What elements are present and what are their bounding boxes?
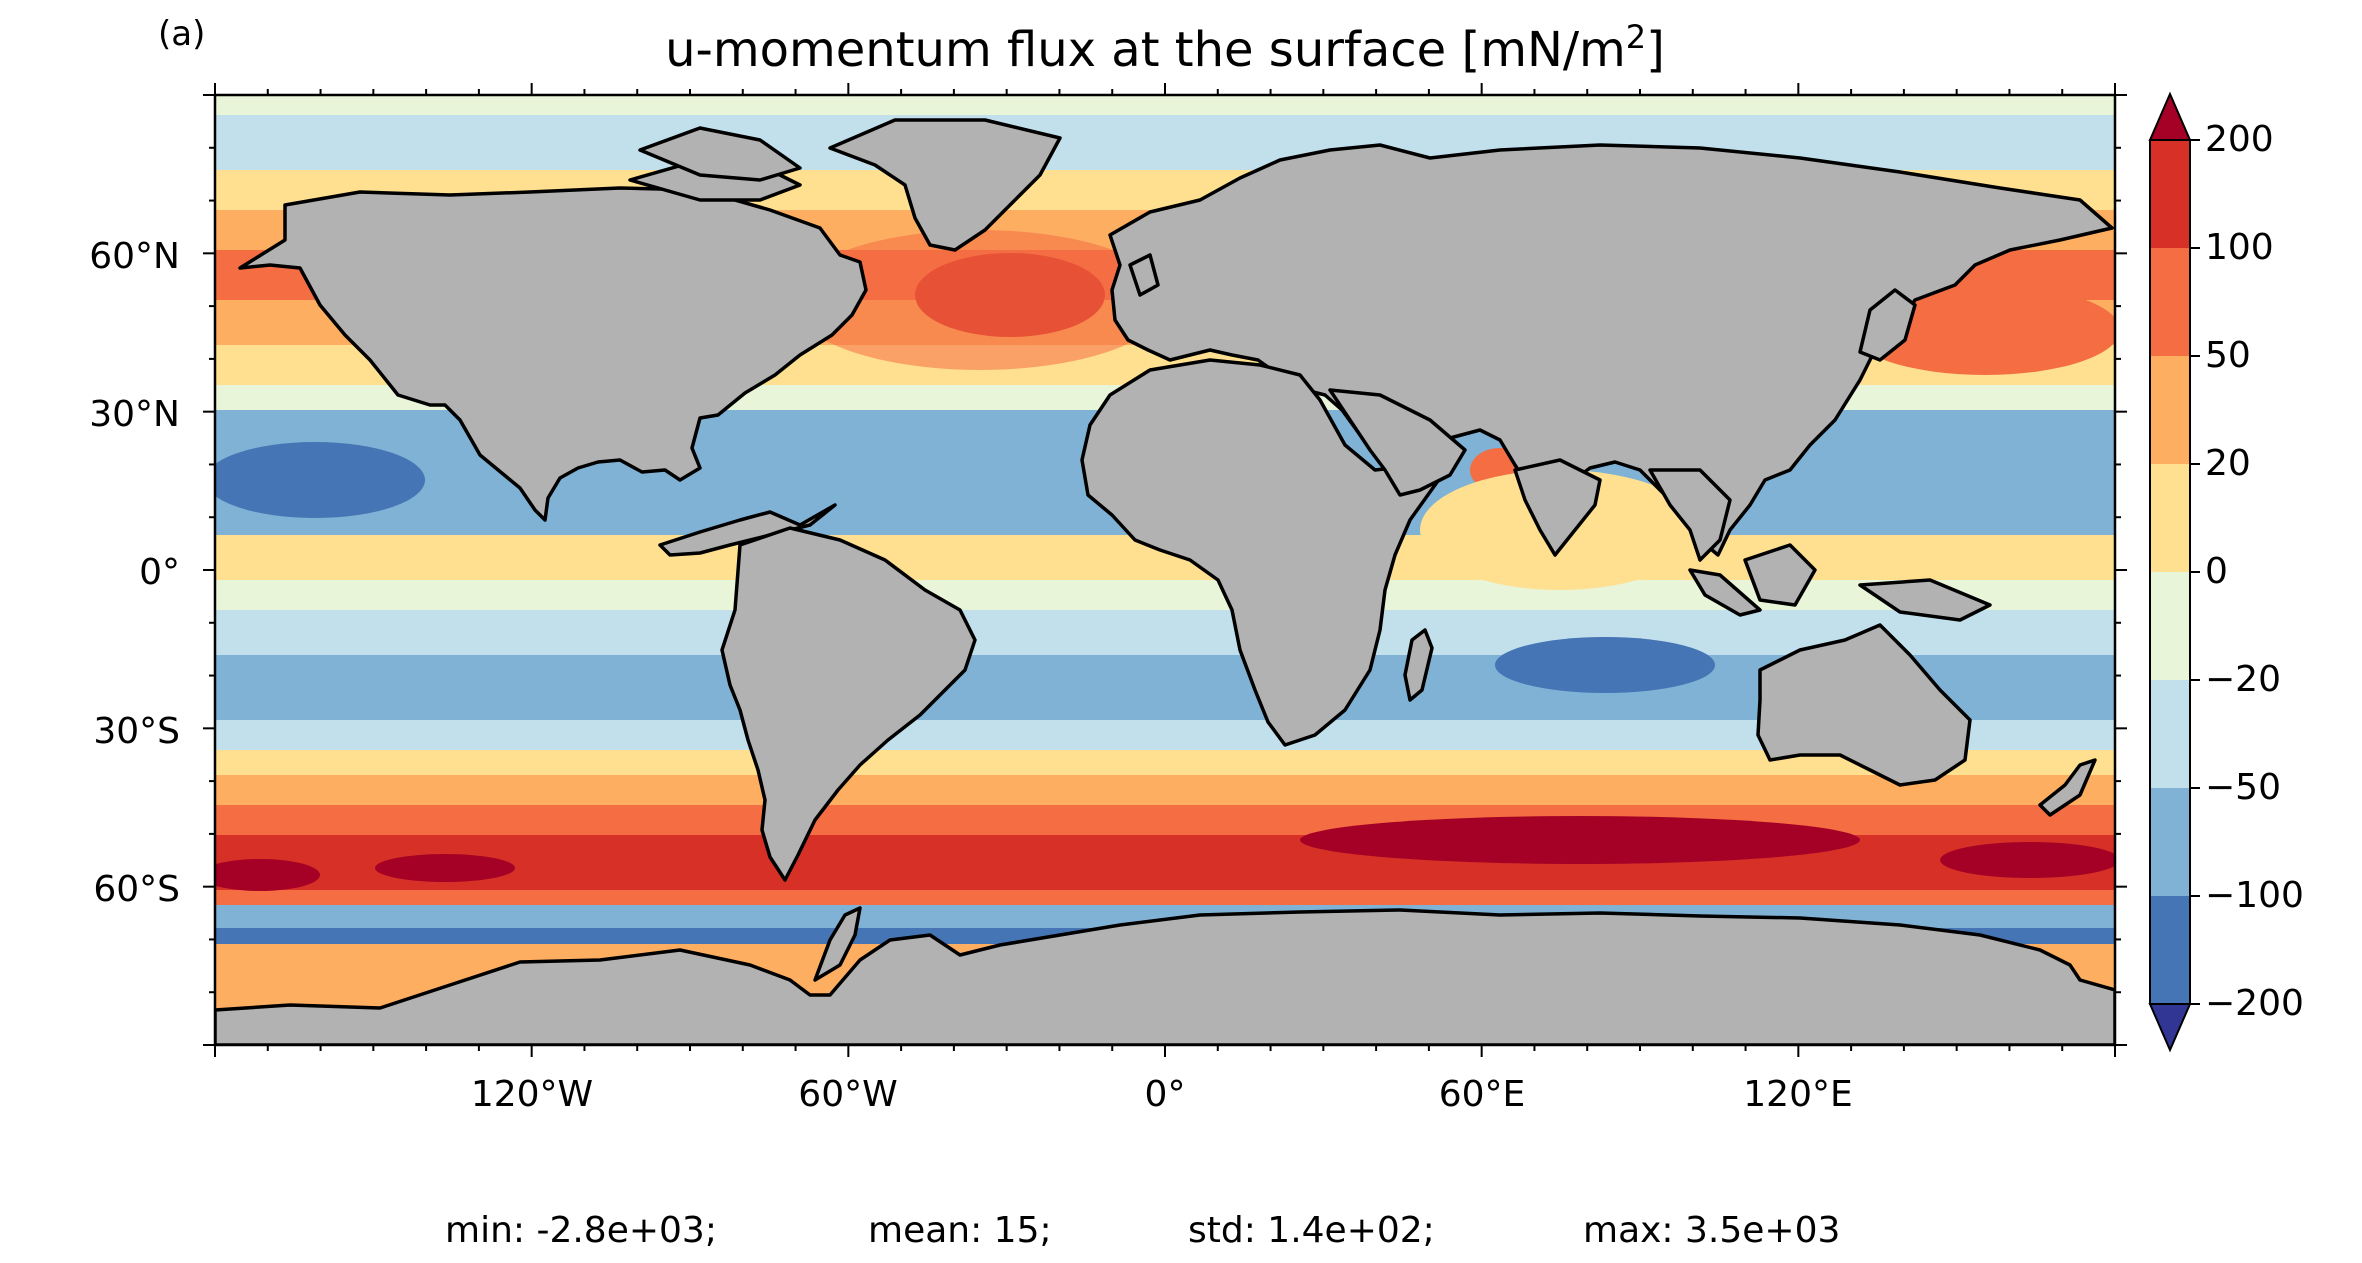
map-ticks	[203, 83, 2127, 1057]
title-text: u-momentum flux at the surface [mN/m	[665, 22, 1626, 78]
indian-trade-core	[1495, 637, 1715, 693]
colorbar-tick-label: −20	[2205, 659, 2281, 700]
ocean-band	[215, 775, 2115, 805]
kuroshio-band	[1850, 285, 2115, 375]
title-close: ]	[1646, 22, 1665, 78]
colorbar-segment	[2150, 788, 2190, 896]
land-masses	[215, 118, 2115, 1045]
antarctic-peninsula	[813, 906, 862, 982]
lon-label-60w: 60°W	[798, 1074, 897, 1115]
lat-label-60s: 60°S	[93, 869, 180, 910]
ocean-band	[215, 95, 2115, 115]
antarctica	[215, 908, 2115, 1045]
north-atlantic-band	[790, 230, 1170, 370]
colorbar-tick-label: −100	[2205, 875, 2304, 916]
india	[1513, 458, 1602, 557]
colorbar-labels: 200 100 50 20 0 −20 −50 −100 −200	[2205, 119, 2304, 1024]
south-america	[720, 526, 977, 882]
lon-label-0: 0°	[1145, 1074, 1186, 1115]
colorbar-tick-label: 50	[2205, 335, 2251, 376]
southern-core-3	[375, 854, 515, 882]
stat-max: max: 3.5e+03	[1583, 1210, 1840, 1251]
central-america	[658, 503, 837, 557]
lon-label-120w: 120°W	[471, 1074, 593, 1115]
lon-label-60e: 60°E	[1439, 1074, 1526, 1115]
lat-label-60n: 60°N	[89, 236, 180, 277]
sumatra	[1688, 568, 1762, 617]
colorbar-segment	[2150, 572, 2190, 680]
map-title: u-momentum flux at the surface [mN/m2]	[665, 18, 1665, 78]
latitude-labels: 60°N 30°N 0° 30°S 60°S	[89, 236, 180, 910]
new-guinea	[1858, 578, 1992, 622]
lon-label-120e: 120°E	[1743, 1074, 1852, 1115]
colorbar-tick-label: 20	[2205, 443, 2251, 484]
canadian-arctic	[638, 126, 802, 182]
madagascar	[1403, 628, 1434, 702]
colorbar-segment	[2150, 248, 2190, 356]
colorbar-tick-label: 0	[2205, 551, 2228, 592]
panel-label: (a)	[158, 14, 205, 54]
greenland	[828, 118, 1062, 252]
lat-label-0: 0°	[139, 552, 180, 593]
longitude-labels: 120°W 60°W 0° 60°E 120°E	[471, 1074, 1853, 1115]
africa	[1080, 358, 1442, 747]
new-zealand	[2038, 758, 2097, 817]
colorbar-tick-label: 100	[2205, 227, 2274, 268]
southern-core-1	[1300, 816, 1860, 864]
map-panel	[215, 95, 2115, 1045]
ocean-patches	[215, 230, 2115, 944]
stat-mean: mean: 15;	[868, 1210, 1052, 1251]
southern-core-4	[1940, 842, 2115, 878]
lat-label-30n: 30°N	[89, 394, 180, 435]
ocean-band	[215, 610, 2115, 655]
north-america	[238, 186, 868, 522]
title-superscript: 2	[1626, 18, 1646, 56]
indochina	[1648, 468, 1732, 562]
arabia	[1328, 388, 1467, 497]
colorbar-segment	[2150, 464, 2190, 572]
colorbar	[2148, 91, 2200, 1053]
colorbar-tick-label: −50	[2205, 767, 2281, 808]
australia	[1756, 623, 1972, 787]
pacific-trade-core	[215, 442, 425, 518]
colorbar-segment	[2150, 896, 2190, 1004]
colorbar-tick-label: 200	[2205, 119, 2274, 160]
colorbar-extend-max	[2148, 91, 2192, 141]
borneo	[1743, 543, 1817, 607]
statistics-line: min: -2.8e+03; mean: 15; std: 1.4e+02; m…	[445, 1210, 1840, 1251]
ocean-band	[215, 580, 2115, 610]
southern-core-2	[215, 859, 320, 891]
lat-label-30s: 30°S	[93, 711, 180, 752]
colorbar-segment	[2150, 140, 2190, 248]
colorbar-extend-min	[2148, 1003, 2192, 1053]
stat-std: std: 1.4e+02;	[1188, 1210, 1435, 1251]
colorbar-segment	[2150, 356, 2190, 464]
british-isles	[1128, 253, 1160, 297]
stat-min: min: -2.8e+03;	[445, 1210, 717, 1251]
colorbar-segment	[2150, 680, 2190, 788]
colorbar-tick-label: −200	[2205, 983, 2304, 1024]
japan	[1858, 288, 1917, 362]
